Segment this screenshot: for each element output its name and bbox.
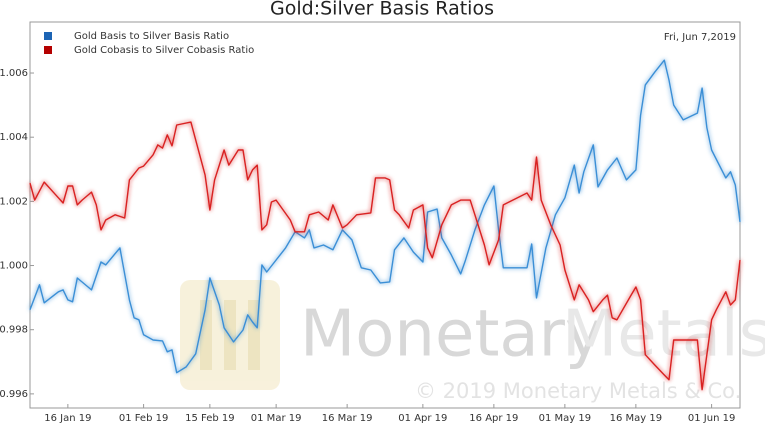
chart-title: Gold:Silver Basis Ratios (270, 0, 494, 20)
y-tick-label: 0.998 (0, 325, 28, 336)
legend-swatch (44, 32, 52, 40)
legend-label: Gold Cobasis to Silver Cobasis Ratio (74, 45, 254, 56)
x-tick-label: 16 Apr 19 (469, 413, 518, 424)
y-tick-label: 0.996 (0, 389, 28, 400)
watermark: Monetary Metals © 2019 Monetary Metals &… (180, 280, 765, 403)
x-tick-label: 16 May 19 (610, 413, 662, 424)
watermark-word: Monetary (300, 298, 603, 372)
y-tick-label: 1.000 (0, 261, 28, 272)
y-tick-label: 1.002 (0, 196, 28, 207)
watermark-copyright: © 2019 Monetary Metals & Co. (415, 379, 741, 403)
y-tick-label: 1.006 (0, 68, 28, 79)
watermark-logo-bar (248, 300, 260, 370)
watermark-word: Metals (562, 298, 765, 372)
x-tick-label: 01 May 19 (539, 413, 591, 424)
plot-frame (29, 21, 741, 409)
x-tick-label: 15 Feb 19 (185, 413, 235, 424)
x-tick-label: 01 Feb 19 (119, 413, 169, 424)
x-tick-label: 01 Mar 19 (251, 413, 302, 424)
watermark-logo-bar (200, 300, 212, 370)
x-tick-label: 16 Jan 19 (44, 413, 91, 424)
series-line (29, 121, 741, 391)
x-tick-label: 16 Mar 19 (322, 413, 373, 424)
series-line (29, 59, 741, 374)
x-tick-label: 01 Jun 19 (688, 413, 735, 424)
legend: Gold Basis to Silver Basis Ratio Gold Cob… (44, 31, 254, 56)
x-tick-label: 01 Apr 19 (398, 413, 447, 424)
date-label: Fri, Jun 7,2019 (664, 32, 736, 43)
legend-label: Gold Basis to Silver Basis Ratio (74, 31, 229, 42)
y-tick-label: 1.004 (0, 132, 28, 143)
legend-swatch (44, 46, 52, 54)
watermark-logo-bar (224, 300, 236, 370)
